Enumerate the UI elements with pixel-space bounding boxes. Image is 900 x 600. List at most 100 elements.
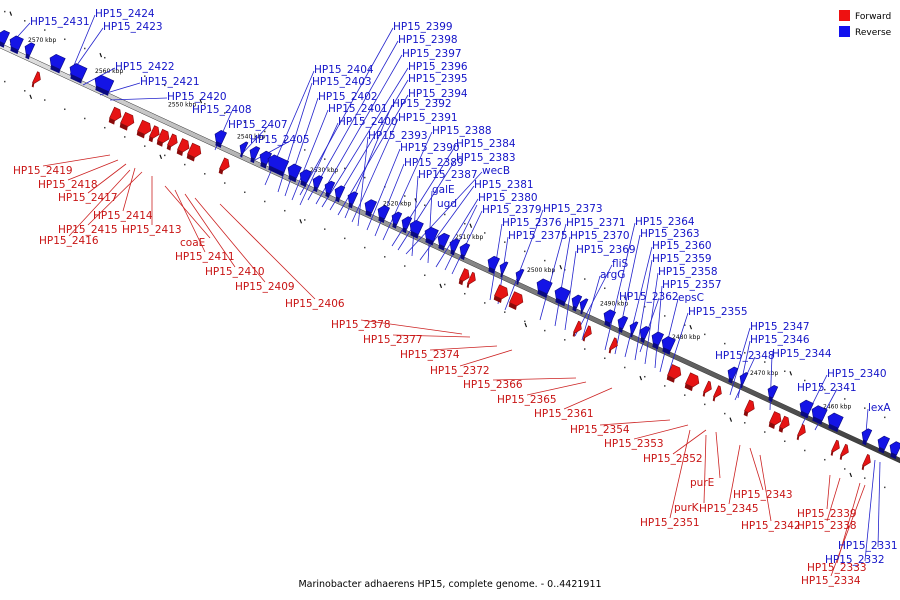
forward-gene-label: HP15_2414 <box>93 210 153 222</box>
reverse-gene-label: HP15_2383 <box>456 152 516 164</box>
forward-gene-label: HP15_2374 <box>400 349 460 361</box>
reverse-gene-label: HP15_2420 <box>167 91 227 103</box>
forward-leader-line <box>392 334 471 338</box>
reverse-leader-line <box>604 222 636 351</box>
forward-gene-label: purE <box>690 477 714 489</box>
forward-gene-arrow <box>582 325 592 342</box>
forward-gene-label: HP15_2365 <box>497 394 557 406</box>
reverse-gene-label: HP15_2403 <box>312 76 372 88</box>
reverse-gene-arrow <box>487 255 500 274</box>
guide-dot <box>644 375 646 378</box>
reverse-gene-label: ugd <box>437 198 457 210</box>
reverse-gene-label: HP15_2363 <box>640 228 700 240</box>
forward-gene-label: HP15_2415 <box>58 224 118 236</box>
reverse-gene-arrow <box>312 175 324 193</box>
forward-gene-label: HP15_2406 <box>285 298 345 310</box>
reverse-leader-line <box>321 67 409 208</box>
guide-dot <box>684 324 686 326</box>
guide-dot <box>504 241 506 243</box>
guide-dot <box>484 232 486 234</box>
forward-gene-arrow <box>666 364 682 383</box>
tick-mark <box>789 371 793 376</box>
forward-gene-arrow <box>508 291 524 310</box>
reverse-gene-arrow <box>861 428 873 446</box>
reverse-gene-arrow <box>499 261 509 278</box>
guide-dot <box>744 352 746 354</box>
reverse-leader-line <box>634 259 653 361</box>
reverse-leader-line <box>405 171 483 255</box>
guide-dot <box>724 342 726 345</box>
reverse-gene-arrow <box>214 130 227 148</box>
guide-dot <box>544 329 546 332</box>
tick-mark <box>689 324 693 330</box>
forward-leader-line <box>492 377 577 381</box>
guide-dot <box>4 80 6 83</box>
forward-gene-arrow <box>156 128 170 147</box>
reverse-gene-label: HP15_2384 <box>456 138 516 150</box>
guide-dot <box>584 348 586 350</box>
forward-leader-line <box>830 484 866 577</box>
reverse-gene-label: HP15_2375 <box>508 230 568 242</box>
guide-dot <box>264 130 266 133</box>
forward-leader-line <box>599 419 671 426</box>
reverse-gene-label: HP15_2348 <box>715 350 775 362</box>
reverse-leader-line <box>366 148 401 231</box>
reverse-gene-label: HP15_2346 <box>750 334 810 346</box>
guide-dot <box>284 139 286 142</box>
reverse-leader-line <box>539 223 567 321</box>
guide-dot <box>404 195 406 197</box>
guide-dot <box>844 468 846 470</box>
guide-dot <box>224 112 226 114</box>
reverse-gene-label: HP15_2394 <box>408 88 468 100</box>
reverse-gene-label: HP15_2393 <box>368 130 428 142</box>
guide-dot <box>324 228 326 230</box>
forward-gene-label: HP15_2345 <box>699 503 759 515</box>
forward-gene-label: HP15_2410 <box>205 266 265 278</box>
reverse-leader-line <box>391 144 457 247</box>
guide-dot <box>524 250 526 253</box>
guide-dot <box>244 121 246 124</box>
forward-leader-line <box>194 197 266 283</box>
forward-leader-line <box>42 154 111 167</box>
guide-dot <box>304 219 306 221</box>
reverse-leader-line <box>382 131 433 241</box>
guide-dot <box>24 90 26 92</box>
guide-dot <box>144 75 146 77</box>
reverse-gene-arrow <box>767 385 779 402</box>
forward-leader-line <box>715 431 721 479</box>
kbp-tick-label: 2500 kbp <box>527 267 555 274</box>
guide-dot <box>84 117 86 120</box>
forward-gene-label: HP15_2334 <box>801 575 861 587</box>
forward-gene-label: HP15_2409 <box>235 281 295 293</box>
guide-dot <box>784 370 786 373</box>
reverse-gene-arrow <box>515 268 525 285</box>
reverse-leader-line <box>239 125 269 157</box>
reverse-gene-arrow <box>409 219 424 239</box>
reverse-leader-line <box>351 118 399 223</box>
guide-dot <box>764 431 766 433</box>
forward-gene-arrow <box>218 157 230 175</box>
reverse-gene-arrow <box>267 154 290 177</box>
reverse-gene-label: HP15_2347 <box>750 321 810 333</box>
forward-leader-line <box>826 477 841 522</box>
reverse-gene-label: HP15_2404 <box>314 64 374 76</box>
reverse-gene-arrow <box>571 294 583 312</box>
guide-dot <box>464 222 466 225</box>
reverse-gene-arrow <box>299 169 312 188</box>
forward-leader-line <box>164 185 211 239</box>
forward-gene-arrow <box>830 439 840 456</box>
forward-gene-arrow <box>743 399 755 417</box>
reverse-gene-label: HP15_2332 <box>825 554 885 566</box>
reverse-gene-label: wecB <box>482 165 510 177</box>
guide-dot <box>764 361 766 363</box>
reverse-gene-label: HP15_2392 <box>392 98 452 110</box>
reverse-gene-arrow <box>889 441 900 460</box>
reverse-leader-line <box>729 327 751 396</box>
reverse-gene-label: HP15_2387 <box>418 169 478 181</box>
forward-gene-arrow <box>684 372 700 392</box>
reverse-gene-arrow <box>579 298 589 315</box>
reverse-gene-label: HP15_2431 <box>30 16 90 28</box>
guide-dot <box>204 103 206 105</box>
reverse-gene-arrow <box>24 42 36 60</box>
reverse-gene-label: HP15_2389 <box>404 157 464 169</box>
